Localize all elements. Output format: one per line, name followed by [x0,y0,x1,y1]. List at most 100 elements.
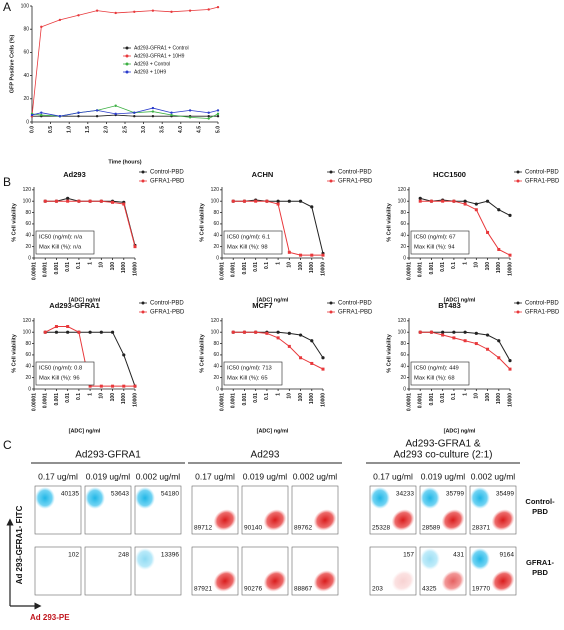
data-point [463,199,467,203]
x-tick-label: 0.0001 [231,393,237,409]
x-axis-label: [ADC] ng/ml [444,297,476,303]
x-tick-label: 0.00001 [406,393,412,411]
count: 248 [118,552,129,559]
count: 102 [68,552,79,559]
legend-marker [141,310,145,314]
data-point [321,367,325,371]
cyan-population [135,548,155,570]
data-point [287,250,291,254]
x-tick-label: 1000 [496,393,502,404]
annotation: IC50 (ng/ml): 67 [414,235,456,241]
y-tick-label: 40 [25,233,31,239]
y-tick-label: 80 [25,210,31,216]
data-point [99,199,103,203]
y-tick-label: 120 [211,318,220,324]
annotation-box [35,230,95,255]
x-tick-label: 0.0001 [418,262,424,278]
y-tick-label: 20 [400,375,406,381]
x-tick-label: 1.5 [85,126,91,133]
red-population [263,570,287,592]
y-axis-label: % Cell viability [11,333,17,372]
data-point [54,199,58,203]
count: 157 [403,552,414,559]
data-point [66,330,70,334]
row-label: PBD [532,568,548,577]
data-point [58,18,62,22]
y-axis-label: % Cell viability [199,202,205,241]
group-title: Ad293 co-culture (2:1) [394,450,493,461]
data-point [66,325,70,329]
y-axis-label: GFP Positive Cells (%) [9,35,15,94]
y-tick-label: 20 [25,244,31,250]
x-tick-label: 0.0001 [43,262,49,278]
legend-marker [125,46,129,50]
x-axis-label: [ADC] ng/ml [444,428,476,434]
data-point [54,325,58,329]
group-title: Ad293-GFRA1 & [405,439,480,450]
data-point [133,111,136,114]
y-tick-label: 40 [213,364,219,370]
flow-plot [84,546,132,596]
x-tick-label: 0.001 [429,393,435,406]
data-point [474,202,478,206]
data-point [310,339,314,343]
x-tick-label: 0.00001 [31,262,37,280]
annotation: Max Kill (%): 94 [414,245,455,251]
data-point [287,199,291,203]
red-population [391,570,415,592]
y-tick-label: 20 [25,375,31,381]
data-point [276,199,280,203]
legend-marker [329,170,333,174]
x-tick-label: 1.0 [67,126,73,133]
concentration: 0.002 ug/ml [293,471,338,481]
data-point [276,202,280,206]
data-point [299,253,303,257]
count: 87921 [194,586,212,593]
x-tick-label: 10000 [132,262,138,276]
data-point [441,330,445,334]
data-point [133,115,136,118]
panel-label: B [3,175,11,189]
y-tick-label: 60 [213,221,219,227]
data-point [242,199,246,203]
data-point [474,208,478,212]
count: 203 [372,586,383,593]
red-population [441,570,465,592]
data-point [508,359,512,363]
red-population [491,570,515,592]
data-point [429,199,433,203]
legend-label: Ad293 + Control [134,61,170,67]
legend-marker [516,301,520,305]
x-tick-label: 10000 [507,393,513,407]
data-point [188,9,192,12]
data-point [151,9,155,12]
count: 40135 [61,491,79,498]
x-tick-label: 0.001 [54,262,60,275]
x-tick-label: 2.5 [122,126,128,133]
annotation-box [223,230,283,255]
y-tick-label: 0 [216,386,219,392]
x-tick-label: 0.1 [264,262,270,269]
data-point [485,333,490,337]
x-axis-label: [ADC] ng/ml [69,297,101,303]
y-tick-label: 100 [211,199,220,205]
concentration: 0.019 ug/ml [243,471,288,481]
annotation-box [410,361,470,386]
count: 13396 [161,552,179,559]
red-population [263,509,287,531]
y-tick-label: 20 [400,244,406,250]
data-point [452,336,456,340]
flow-plot [34,546,82,596]
data-point [88,330,92,334]
cyan-population [370,487,390,509]
y-tick-label: 60 [23,50,29,56]
y-tick-label: 0 [28,386,31,392]
x-tick-label: 0.1 [451,262,457,269]
x-tick-label: 0.01 [65,393,71,403]
y-tick-label: 100 [398,330,407,336]
y-tick-label: 40 [25,364,31,370]
annotation: IC50 (ng/ml): 6.1 [227,235,270,241]
legend-marker [125,62,129,66]
x-tick-label: 2.0 [104,126,110,133]
legend-label: Control-PBD [525,301,559,307]
